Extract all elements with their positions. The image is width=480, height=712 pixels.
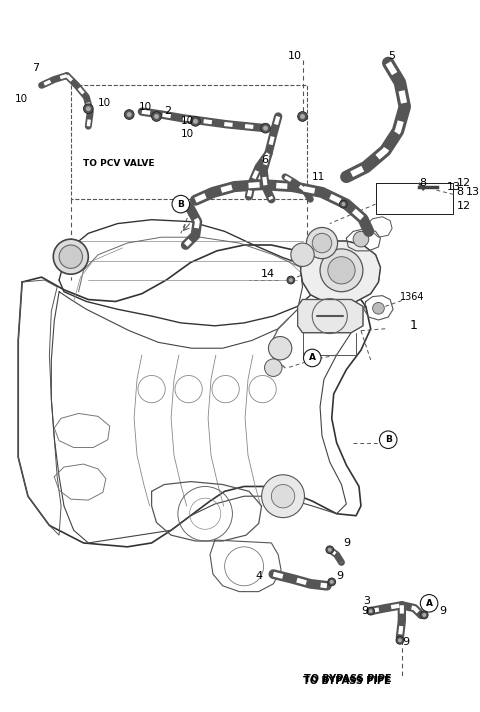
Circle shape xyxy=(263,126,268,130)
Circle shape xyxy=(261,123,270,133)
Text: 6: 6 xyxy=(262,155,269,165)
Circle shape xyxy=(300,114,305,119)
Text: 10: 10 xyxy=(139,102,152,112)
Text: B: B xyxy=(385,435,392,444)
Circle shape xyxy=(330,580,334,584)
Text: 12: 12 xyxy=(456,201,470,211)
Circle shape xyxy=(191,117,200,126)
Circle shape xyxy=(320,249,363,292)
Text: 4: 4 xyxy=(256,571,263,581)
Circle shape xyxy=(306,227,337,258)
Text: 8: 8 xyxy=(420,178,427,188)
Circle shape xyxy=(154,114,159,119)
Polygon shape xyxy=(298,300,363,333)
Text: 14: 14 xyxy=(261,269,275,279)
Circle shape xyxy=(59,245,83,268)
Text: 1: 1 xyxy=(409,319,418,333)
Text: 10: 10 xyxy=(181,129,194,139)
Circle shape xyxy=(193,119,198,124)
Text: 10: 10 xyxy=(288,51,302,61)
Text: 9: 9 xyxy=(439,606,446,616)
Circle shape xyxy=(328,548,332,552)
Circle shape xyxy=(303,349,321,367)
Circle shape xyxy=(326,546,334,554)
Circle shape xyxy=(367,607,374,615)
Text: 9: 9 xyxy=(402,637,409,647)
Circle shape xyxy=(268,337,292,360)
Circle shape xyxy=(271,485,295,508)
Circle shape xyxy=(396,637,404,644)
Text: 8: 8 xyxy=(456,187,464,197)
Circle shape xyxy=(339,200,348,208)
Circle shape xyxy=(420,595,438,612)
Text: 3: 3 xyxy=(363,597,370,607)
Circle shape xyxy=(420,611,428,619)
Text: B: B xyxy=(178,199,184,209)
Circle shape xyxy=(298,112,307,121)
Circle shape xyxy=(289,278,293,282)
Circle shape xyxy=(341,202,346,206)
Text: 11: 11 xyxy=(312,172,325,182)
Circle shape xyxy=(264,359,282,377)
Text: 12: 12 xyxy=(456,178,470,188)
Text: 10: 10 xyxy=(98,98,111,108)
Circle shape xyxy=(372,303,384,314)
Circle shape xyxy=(369,609,372,613)
Polygon shape xyxy=(300,241,381,305)
Circle shape xyxy=(328,578,336,586)
Circle shape xyxy=(353,231,369,247)
Circle shape xyxy=(380,431,397,449)
Text: 9: 9 xyxy=(336,571,344,581)
Circle shape xyxy=(53,239,88,274)
Text: 10: 10 xyxy=(181,116,194,126)
Text: 9: 9 xyxy=(343,538,350,548)
Circle shape xyxy=(287,276,295,284)
Circle shape xyxy=(398,639,402,642)
Circle shape xyxy=(127,112,132,117)
Circle shape xyxy=(84,104,93,113)
Text: 9: 9 xyxy=(361,606,368,616)
Circle shape xyxy=(172,195,190,213)
Text: TO BYPASS PIPE: TO BYPASS PIPE xyxy=(302,676,390,686)
Circle shape xyxy=(86,106,91,111)
Circle shape xyxy=(152,112,161,121)
Circle shape xyxy=(312,234,332,253)
Text: 2: 2 xyxy=(164,105,171,115)
Text: 10: 10 xyxy=(15,94,28,104)
Circle shape xyxy=(124,110,134,120)
Text: 1364: 1364 xyxy=(400,292,424,302)
Text: 13: 13 xyxy=(446,182,461,192)
Text: 5: 5 xyxy=(388,51,395,61)
Circle shape xyxy=(328,257,355,284)
Text: 13: 13 xyxy=(466,187,480,197)
Circle shape xyxy=(262,475,304,518)
Circle shape xyxy=(291,243,314,266)
Text: A: A xyxy=(426,599,432,608)
Text: TO PCV VALVE: TO PCV VALVE xyxy=(84,159,155,168)
Text: A: A xyxy=(309,353,316,362)
Text: TO BYPASS PIPE: TO BYPASS PIPE xyxy=(303,674,391,684)
Circle shape xyxy=(422,613,426,617)
Text: 7: 7 xyxy=(32,63,39,73)
